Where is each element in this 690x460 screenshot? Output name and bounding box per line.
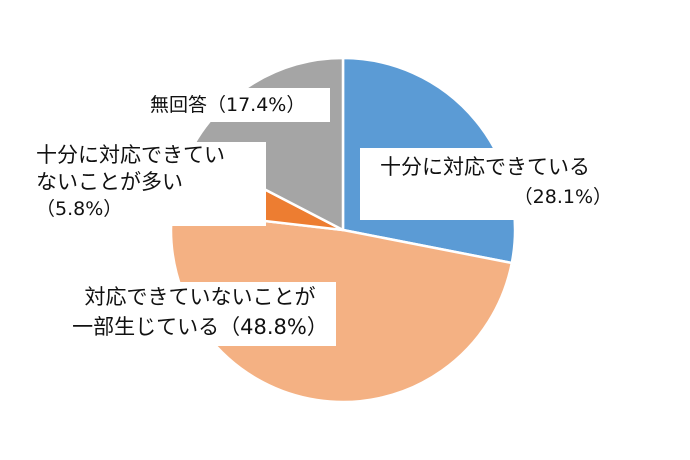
slice-label-often-insufficient: 十分に対応できてい ないことが多い （5.8%） — [28, 142, 266, 226]
slice-label-line: 一部生じている（48.8%） — [72, 315, 328, 339]
slice-label-percent: （5.8%） — [36, 198, 123, 220]
slice-label-line: 十分に対応できている — [380, 155, 590, 179]
slice-label-partially-insufficient: 対応できていないことが 一部生じている（48.8%） — [64, 282, 336, 346]
slice-label-line: 対応できていないことが — [84, 285, 316, 309]
slice-label-line: 十分に対応できてい — [36, 143, 225, 167]
slice-label-line: ないことが多い — [36, 170, 183, 194]
slice-label-line: 無回答（17.4%） — [150, 94, 306, 116]
slice-label-sufficient: 十分に対応できている （28.1%） — [360, 148, 622, 220]
slice-label-percent: （28.1%） — [513, 186, 612, 208]
slice-label-no-answer: 無回答（17.4%） — [150, 88, 330, 122]
